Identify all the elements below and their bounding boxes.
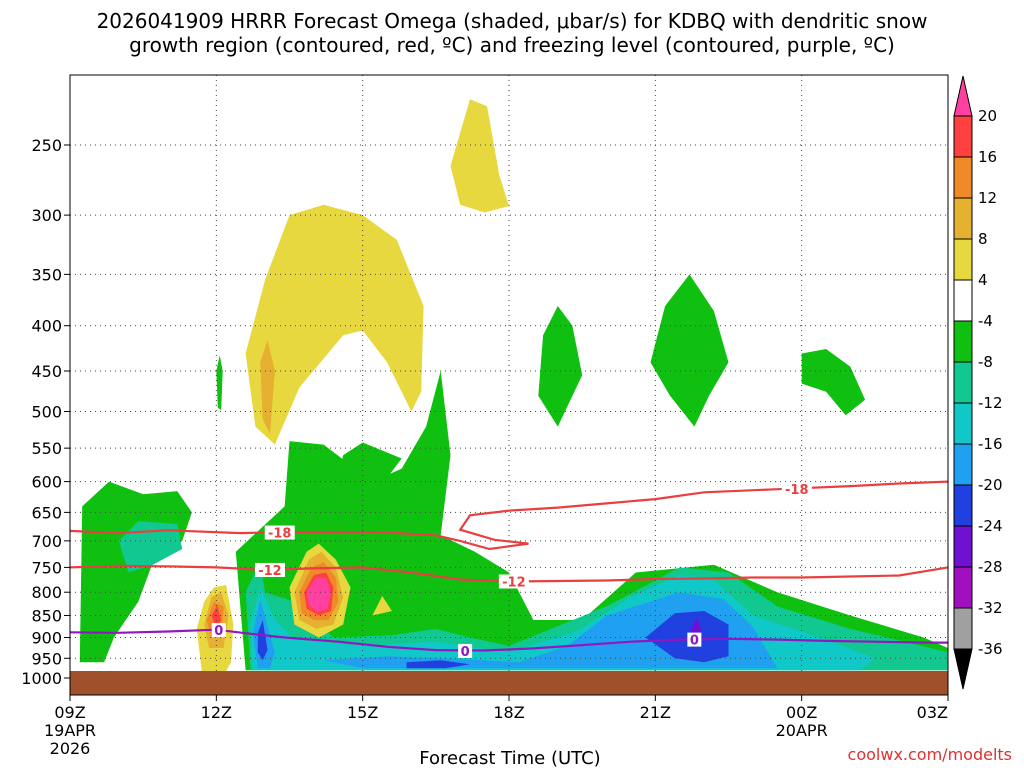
y-tick-label-350: 350 xyxy=(31,265,62,284)
colorbar-swatch-3 xyxy=(953,197,973,240)
colorbar-swatch-6 xyxy=(953,320,973,363)
x-tick-label-12Z: 12Z xyxy=(201,703,232,722)
y-tick-label-900: 900 xyxy=(31,628,62,647)
contour-label-bg-1-1 xyxy=(498,574,529,589)
colorbar-label-0: 20 xyxy=(978,107,997,125)
colorbar-top-arrow xyxy=(953,75,973,117)
colorbar-label-1: 16 xyxy=(978,148,997,166)
contour-label-bg-2-1 xyxy=(458,643,473,658)
colorbar-label-3: 8 xyxy=(978,230,988,248)
contour-label-0-0: -18 xyxy=(268,527,292,542)
colorbar-label-12: -32 xyxy=(978,599,1003,617)
x-axis-label: Forecast Time (UTC) xyxy=(419,748,600,768)
colorbar-swatch-10 xyxy=(953,484,973,527)
omega-region-1 xyxy=(235,371,948,671)
y-tick-label-450: 450 xyxy=(31,362,62,381)
y-tick-label-650: 650 xyxy=(31,503,62,522)
omega-region-13 xyxy=(406,660,470,669)
omega-region-6 xyxy=(801,349,866,416)
omega-region-14 xyxy=(645,611,729,663)
contour-label-2-2: 0 xyxy=(690,634,699,649)
colorbar-label-6: -8 xyxy=(978,353,993,371)
x-tick-date-00Z: 20APR xyxy=(776,721,828,740)
contour-label-bg-1-0 xyxy=(254,562,285,577)
colorbar-swatch-11 xyxy=(953,525,973,568)
x-tick-label-15Z: 15Z xyxy=(347,703,378,722)
colorbar-swatch-1 xyxy=(953,115,973,158)
y-tick-label-400: 400 xyxy=(31,317,62,336)
colorbar-swatch-8 xyxy=(953,402,973,445)
omega-region-28 xyxy=(306,577,331,612)
chart-title-line2: growth region (contoured, red, ºC) and f… xyxy=(129,33,895,57)
omega-region-16 xyxy=(245,204,424,445)
contour-label-0-1: -18 xyxy=(785,483,809,498)
x-tick-date-09Z: 19APR xyxy=(44,721,96,740)
colorbar-label-10: -24 xyxy=(978,517,1003,535)
colorbar-swatch-5 xyxy=(953,279,973,322)
omega-region-12 xyxy=(257,620,268,661)
colorbar-swatch-2 xyxy=(953,156,973,199)
omega-region-2 xyxy=(333,442,402,498)
colorbar-label-8: -16 xyxy=(978,435,1003,453)
y-tick-label-1000: 1000 xyxy=(21,669,62,688)
y-tick-label-950: 950 xyxy=(31,649,62,668)
colorbar-swatch-13 xyxy=(953,607,973,650)
contour-label-1-1: -12 xyxy=(502,575,526,590)
colorbar-label-5: -4 xyxy=(978,312,993,330)
x-tick-label-03Z: 03Z xyxy=(917,703,948,722)
colorbar-label-4: 4 xyxy=(978,271,988,289)
colorbar-label-9: -20 xyxy=(978,476,1003,494)
x-tick-label-00Z: 00Z xyxy=(786,703,817,722)
contour-label-bg-0-0 xyxy=(264,525,295,540)
x-tick-label-09Z: 09Z xyxy=(54,703,85,722)
y-tick-label-600: 600 xyxy=(31,473,62,492)
contour-label-bg-2-2 xyxy=(687,632,702,647)
x-tick-label-21Z: 21Z xyxy=(640,703,671,722)
colorbar-label-2: 12 xyxy=(978,189,997,207)
colorbar-label-7: -12 xyxy=(978,394,1003,412)
y-tick-label-700: 700 xyxy=(31,532,62,551)
colorbar-bottom-arrow xyxy=(953,648,973,690)
colorbar-label-11: -28 xyxy=(978,558,1003,576)
contour-label-2-0: 0 xyxy=(214,624,223,639)
x-tick-year-09Z: 2026 xyxy=(50,739,91,758)
colorbar-swatch-12 xyxy=(953,566,973,609)
contour-label-2-1: 0 xyxy=(461,645,470,660)
omega-region-21 xyxy=(260,339,275,434)
omega-region-17 xyxy=(450,99,509,213)
y-tick-label-850: 850 xyxy=(31,607,62,626)
x-tick-label-18Z: 18Z xyxy=(493,703,524,722)
colorbar-swatch-9 xyxy=(953,443,973,486)
contour-label-1-0: -12 xyxy=(258,564,282,579)
omega-region-20 xyxy=(372,596,392,616)
y-tick-label-300: 300 xyxy=(31,206,62,225)
colorbar-label-13: -36 xyxy=(978,640,1003,658)
y-tick-label-800: 800 xyxy=(31,583,62,602)
contour-label-bg-0-1 xyxy=(781,482,812,497)
contour-label-bg-2-0 xyxy=(211,623,226,638)
y-tick-label-550: 550 xyxy=(31,439,62,458)
y-tick-label-500: 500 xyxy=(31,403,62,422)
omega-region-5 xyxy=(650,274,729,427)
plot-area: -18 -18 -12 -12 0 0 0 xyxy=(70,75,948,695)
omega-region-7 xyxy=(118,521,183,573)
omega-region-26 xyxy=(211,605,222,629)
omega-region-3 xyxy=(216,355,223,410)
chart-title-line1: 2026041909 HRRR Forecast Omega (shaded, … xyxy=(97,9,928,33)
y-tick-label-250: 250 xyxy=(31,136,62,155)
colorbar-swatch-7 xyxy=(953,361,973,404)
omega-region-0 xyxy=(79,481,192,663)
ground-surface xyxy=(70,671,948,695)
omega-region-4 xyxy=(538,306,583,427)
credit-text: coolwx.com/modelts xyxy=(848,745,1012,764)
y-tick-label-750: 750 xyxy=(31,558,62,577)
colorbar: 20 16 12 8 4 -4 -8 -12 -16 -20 -24 -28 -32 -36 xyxy=(953,75,1003,690)
colorbar-swatch-4 xyxy=(953,238,973,281)
